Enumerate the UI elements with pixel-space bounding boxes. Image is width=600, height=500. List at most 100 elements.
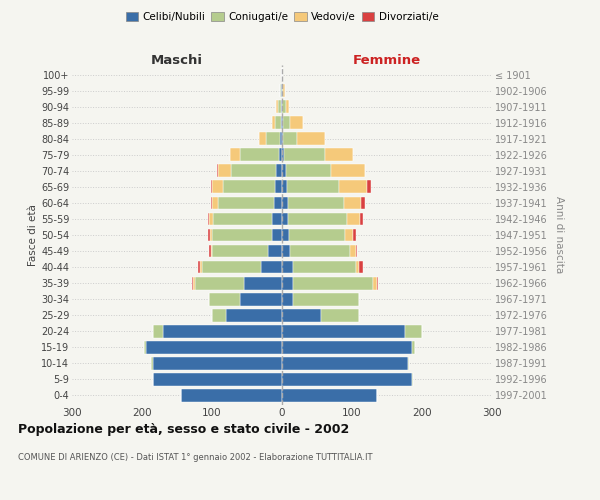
Bar (152, 325, 163, 338)
Y-axis label: Fasce di età: Fasce di età (28, 204, 38, 266)
Bar (274, 196, 282, 209)
Bar (275, 180, 282, 194)
Bar (209, 244, 211, 258)
Bar (275, 116, 281, 129)
Text: Maschi: Maschi (151, 54, 203, 66)
Bar (355, 244, 357, 258)
Bar (283, 84, 285, 97)
Bar (367, 180, 371, 194)
Bar (261, 260, 282, 274)
Bar (353, 228, 355, 241)
Bar (282, 84, 283, 97)
Bar (282, 276, 293, 289)
Bar (286, 100, 289, 113)
Bar (282, 228, 289, 241)
Bar (298, 132, 325, 145)
Bar (359, 260, 362, 274)
Bar (282, 373, 412, 386)
Text: Femmine: Femmine (353, 54, 421, 66)
Bar (277, 164, 282, 177)
Bar (282, 212, 287, 226)
Bar (282, 132, 283, 145)
Bar (287, 180, 340, 194)
Bar (320, 309, 359, 322)
Bar (226, 309, 282, 322)
Bar (344, 196, 361, 209)
Bar (347, 212, 360, 226)
Bar (282, 148, 284, 161)
Bar (208, 212, 209, 226)
Bar (282, 164, 286, 177)
Bar (404, 325, 422, 338)
Bar (373, 276, 377, 289)
Bar (272, 212, 282, 226)
Bar (282, 244, 290, 258)
Bar (412, 341, 415, 353)
Bar (282, 389, 377, 402)
Bar (202, 260, 261, 274)
Bar (293, 276, 373, 289)
Bar (282, 309, 320, 322)
Bar (282, 325, 404, 338)
Bar (211, 244, 212, 258)
Bar (212, 212, 272, 226)
Bar (277, 100, 278, 113)
Bar (282, 357, 408, 370)
Bar (280, 132, 282, 145)
Bar (287, 196, 344, 209)
Bar (200, 260, 202, 274)
Bar (361, 196, 365, 209)
Bar (286, 164, 331, 177)
Bar (283, 116, 290, 129)
Bar (212, 196, 218, 209)
Bar (194, 276, 244, 289)
Bar (282, 260, 293, 274)
Bar (282, 341, 412, 353)
Bar (212, 228, 271, 241)
Bar (290, 116, 303, 129)
Bar (212, 309, 226, 322)
Bar (181, 389, 282, 402)
Bar (355, 260, 359, 274)
Bar (350, 244, 355, 258)
Bar (360, 212, 363, 226)
Bar (152, 357, 282, 370)
Bar (331, 164, 365, 177)
Bar (198, 260, 200, 274)
Bar (212, 244, 268, 258)
Bar (152, 373, 282, 386)
Bar (208, 228, 210, 241)
Bar (271, 228, 282, 241)
Bar (408, 357, 409, 370)
Bar (278, 148, 282, 161)
Y-axis label: Anni di nascita: Anni di nascita (554, 196, 565, 274)
Bar (340, 180, 367, 194)
Bar (345, 228, 353, 241)
Bar (212, 180, 223, 194)
Bar (209, 212, 212, 226)
Bar (281, 84, 282, 97)
Bar (146, 341, 282, 353)
Bar (281, 100, 282, 113)
Bar (278, 100, 281, 113)
Bar (151, 357, 152, 370)
Bar (293, 292, 359, 306)
Bar (282, 100, 286, 113)
Bar (240, 292, 282, 306)
Bar (283, 132, 298, 145)
Bar (287, 212, 347, 226)
Bar (259, 132, 266, 145)
Bar (231, 164, 277, 177)
Bar (218, 196, 274, 209)
Bar (193, 276, 194, 289)
Bar (271, 116, 275, 129)
Text: COMUNE DI ARIENZO (CE) - Dati ISTAT 1° gennaio 2002 - Elaborazione TUTTITALIA.IT: COMUNE DI ARIENZO (CE) - Dati ISTAT 1° g… (18, 452, 373, 462)
Bar (144, 341, 146, 353)
Bar (209, 292, 240, 306)
Text: Popolazione per età, sesso e stato civile - 2002: Popolazione per età, sesso e stato civil… (18, 422, 349, 436)
Bar (377, 276, 378, 289)
Bar (284, 148, 325, 161)
Bar (192, 276, 193, 289)
Bar (325, 148, 353, 161)
Bar (210, 228, 212, 241)
